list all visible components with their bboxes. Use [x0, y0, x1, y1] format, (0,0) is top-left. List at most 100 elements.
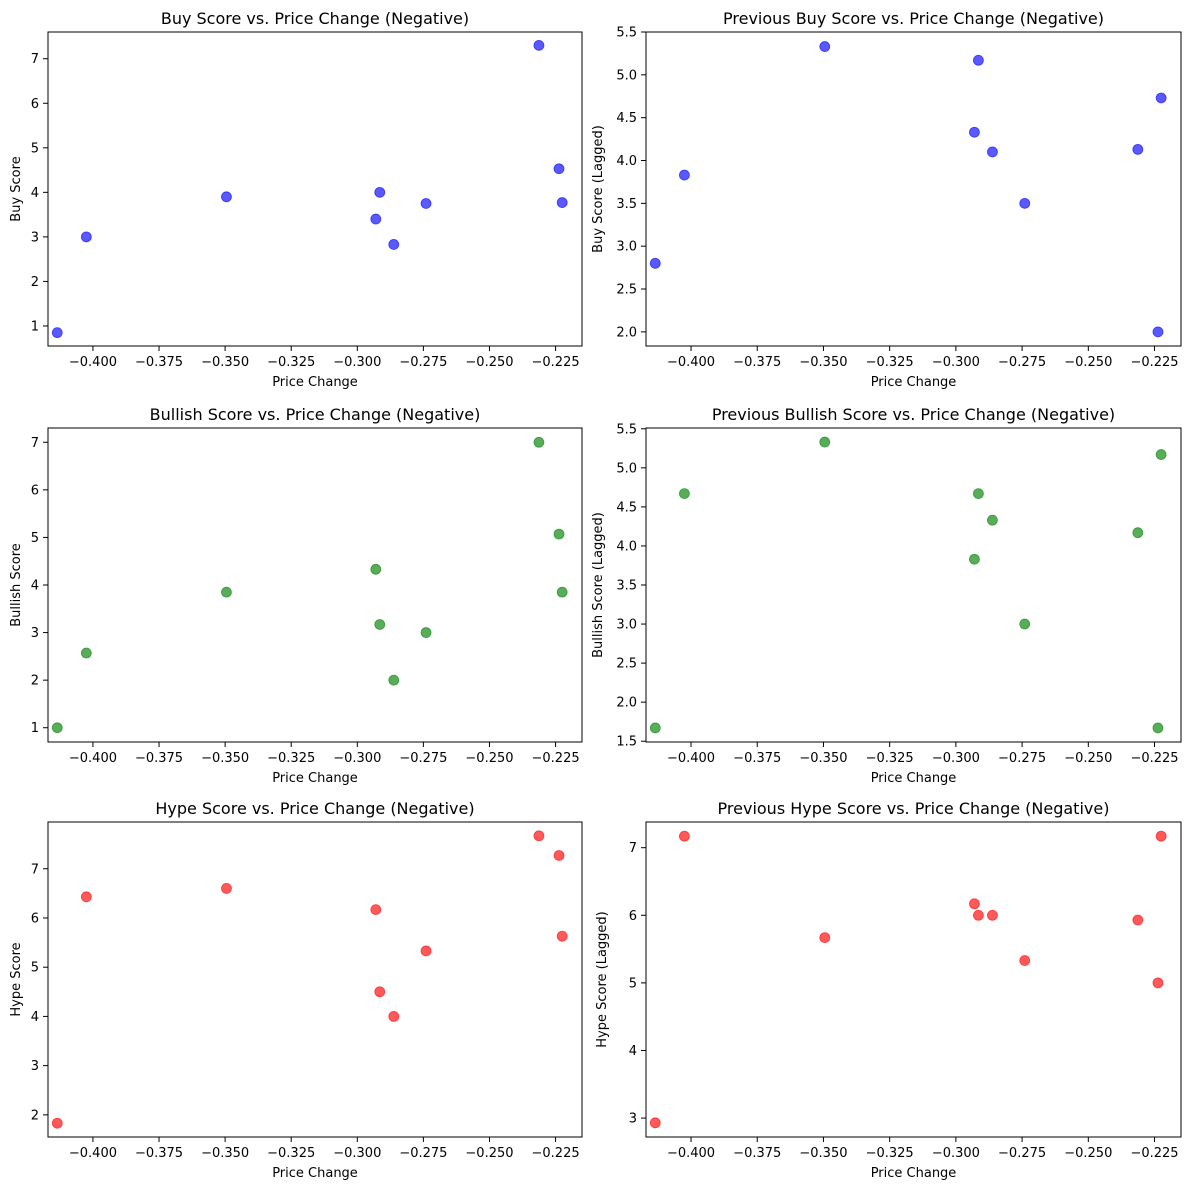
- x-tick-label: −0.400: [667, 1146, 715, 1161]
- y-axis-label: Buy Score: [9, 156, 24, 221]
- data-point: [1019, 955, 1031, 966]
- data-point: [556, 930, 568, 942]
- x-tick-label: −0.250: [1064, 1146, 1112, 1161]
- data-point: [388, 239, 400, 250]
- x-tick-label: −0.400: [69, 1146, 117, 1161]
- data-point: [1152, 722, 1164, 734]
- data-point: [1132, 527, 1144, 539]
- data-point: [370, 563, 382, 575]
- y-tick-label: 5.0: [616, 68, 637, 83]
- y-tick-label: 7: [31, 436, 39, 451]
- data-point: [969, 553, 980, 565]
- data-point: [649, 1117, 661, 1129]
- data-point: [533, 436, 545, 448]
- x-tick-label: −0.400: [69, 355, 117, 370]
- x-tick-label: −0.300: [333, 1146, 381, 1161]
- x-axis-label: Price Change: [272, 1166, 358, 1181]
- y-tick-label: 2.0: [616, 325, 637, 340]
- y-tick-label: 3: [31, 230, 39, 245]
- x-tick-label: −0.325: [866, 751, 914, 766]
- data-point: [1155, 449, 1167, 460]
- data-point: [388, 674, 400, 686]
- data-point: [420, 945, 432, 957]
- y-axis-label: Hype Score: [9, 942, 24, 1016]
- axes-frame: [47, 821, 583, 1138]
- data-point: [972, 54, 984, 66]
- x-axis-label: Price Change: [272, 771, 358, 786]
- y-tick-label: 2: [31, 275, 39, 290]
- data-point: [553, 528, 565, 540]
- x-tick-label: −0.225: [1130, 1146, 1178, 1161]
- y-tick-label: 5: [629, 976, 637, 991]
- chart-title: Buy Score vs. Price Change (Negative): [161, 9, 469, 28]
- y-tick-label: 6: [31, 97, 39, 112]
- data-point: [80, 647, 92, 659]
- data-point: [679, 169, 690, 181]
- x-tick-label: −0.250: [1064, 751, 1112, 766]
- x-tick-label: −0.350: [201, 355, 249, 370]
- y-tick-label: 5.0: [616, 461, 637, 476]
- y-tick-label: 3.0: [616, 240, 637, 255]
- data-point: [51, 1117, 63, 1129]
- y-tick-label: 3: [31, 626, 39, 641]
- chart-title: Previous Buy Score vs. Price Change (Neg…: [723, 9, 1104, 28]
- data-point: [972, 488, 984, 500]
- data-point: [420, 627, 432, 638]
- data-point: [533, 39, 545, 51]
- x-tick-label: −0.275: [998, 751, 1046, 766]
- y-tick-label: 1: [31, 721, 39, 736]
- data-point: [51, 327, 63, 339]
- data-point: [420, 198, 432, 209]
- chart-title: Bullish Score vs. Price Change (Negative…: [150, 405, 481, 424]
- data-point: [221, 191, 232, 203]
- x-tick-label: −0.250: [465, 355, 513, 370]
- x-tick-label: −0.375: [733, 1146, 781, 1161]
- x-axis-label: Price Change: [871, 375, 957, 390]
- x-axis-label: Price Change: [871, 771, 957, 786]
- y-tick-label: 4: [31, 186, 39, 201]
- y-tick-label: 3.5: [616, 579, 637, 594]
- data-point: [987, 514, 998, 526]
- data-point: [553, 850, 565, 861]
- x-tick-label: −0.300: [333, 751, 381, 766]
- x-tick-label: −0.350: [799, 355, 847, 370]
- x-tick-label: −0.300: [932, 355, 980, 370]
- data-point: [370, 904, 382, 916]
- y-axis-label: Hype Score (Lagged): [595, 911, 610, 1048]
- x-tick-label: −0.325: [267, 751, 315, 766]
- data-point: [969, 898, 980, 910]
- x-axis-label: Price Change: [871, 1166, 957, 1181]
- subplot-6: −0.400 −0.375 −0.350 −0.325 −0.300 −0.275 −0.2…: [595, 799, 1182, 1181]
- y-tick-label: 5.5: [616, 26, 637, 41]
- data-point: [370, 213, 382, 225]
- y-tick-label: 4.0: [616, 154, 637, 169]
- x-tick-label: −0.300: [932, 751, 980, 766]
- x-tick-label: −0.375: [733, 355, 781, 370]
- data-point: [80, 891, 92, 903]
- data-point: [679, 488, 690, 500]
- x-tick-label: −0.375: [733, 751, 781, 766]
- data-point: [1132, 143, 1144, 155]
- data-point: [556, 586, 568, 598]
- x-tick-label: −0.275: [399, 1146, 447, 1161]
- y-axis-label: Buy Score (Lagged): [591, 125, 606, 253]
- axes-frame: [47, 427, 583, 743]
- data-point: [1155, 830, 1167, 842]
- data-point: [221, 586, 232, 598]
- y-tick-label: 6: [629, 909, 637, 924]
- subplot-3: −0.400 −0.375 −0.350 −0.325 −0.300 −0.275 −0.2…: [9, 405, 583, 786]
- data-point: [987, 146, 998, 158]
- x-tick-label: −0.350: [201, 1146, 249, 1161]
- y-tick-label: 4.5: [616, 111, 637, 126]
- y-tick-label: 2: [31, 674, 39, 689]
- data-point: [819, 932, 831, 943]
- x-tick-label: −0.225: [1130, 355, 1178, 370]
- y-tick-label: 6: [31, 483, 39, 498]
- data-point: [556, 197, 568, 208]
- data-point: [1152, 326, 1164, 338]
- y-tick-label: 4: [31, 579, 39, 594]
- x-tick-label: −0.325: [866, 355, 914, 370]
- x-tick-label: −0.275: [399, 751, 447, 766]
- data-point: [819, 41, 831, 52]
